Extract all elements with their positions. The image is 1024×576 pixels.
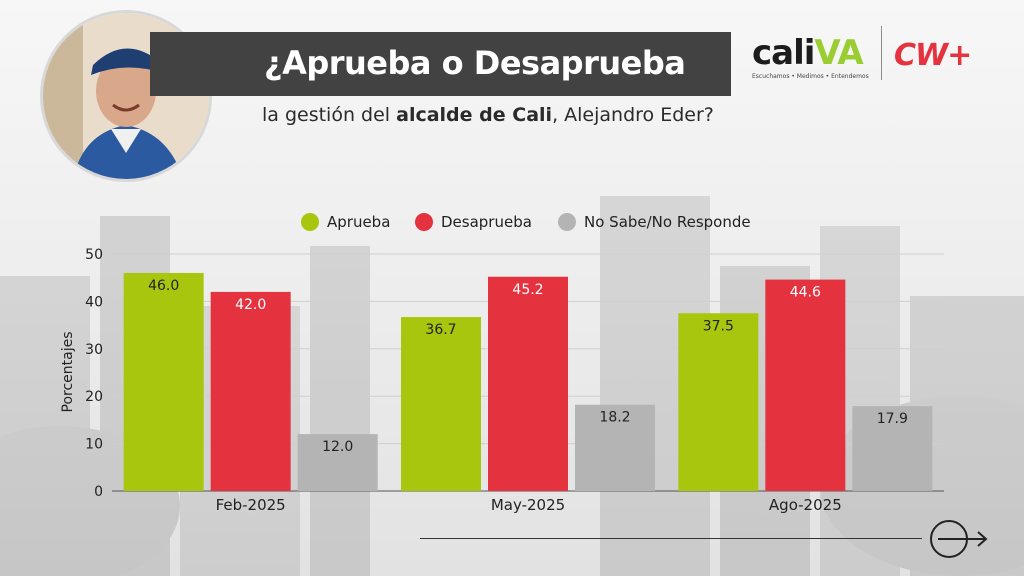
y-tick-label: 20 <box>85 389 103 405</box>
data-label: 37.5 <box>703 318 734 334</box>
bar <box>123 272 204 491</box>
arrow-line <box>420 538 922 539</box>
bar <box>765 279 846 491</box>
data-label: 12.0 <box>322 439 353 455</box>
subtitle-bold: alcalde de Cali <box>396 104 553 126</box>
data-label: 46.0 <box>148 278 179 294</box>
cw-plus-logo: CW+ <box>894 38 972 73</box>
x-tick-label: Feb-2025 <box>216 496 286 514</box>
data-label: 36.7 <box>425 322 456 338</box>
caliva-logo-pre: cali <box>752 33 815 73</box>
title-bar <box>150 32 731 96</box>
caliva-logo-tagline: Escuchamos • Medimos • Entendemos <box>752 73 869 80</box>
y-axis-label: Porcentajes <box>60 331 76 412</box>
bar <box>297 434 378 491</box>
bar <box>210 291 291 491</box>
bar <box>488 276 568 491</box>
page-title: ¿Aprueba o Desaprueba <box>264 44 686 82</box>
logo-divider <box>881 26 882 80</box>
data-label: 17.9 <box>877 411 908 427</box>
subtitle-pre: la gestión del <box>262 104 397 126</box>
caliva-logo-accent: VA <box>814 33 863 73</box>
x-tick-label: Ago-2025 <box>769 496 842 514</box>
bar <box>852 406 933 491</box>
caliva-logo: caliVA Escuchamos • Medimos • Entendemos <box>752 36 872 86</box>
legend-marker <box>415 213 433 231</box>
data-label: 44.6 <box>790 285 821 301</box>
caliva-logo-word: caliVA <box>752 36 872 70</box>
legend-label: Desaprueba <box>441 213 532 231</box>
y-tick-label: 0 <box>94 484 103 500</box>
legend-label: Aprueba <box>327 213 390 231</box>
data-label: 18.2 <box>599 410 630 426</box>
y-tick-label: 40 <box>85 294 103 310</box>
bar <box>678 313 759 491</box>
y-tick-label: 30 <box>85 342 103 358</box>
legend-marker <box>558 213 576 231</box>
legend-label: No Sabe/No Responde <box>584 213 751 231</box>
y-tick-label: 10 <box>85 437 103 453</box>
data-label: 42.0 <box>235 297 266 313</box>
y-tick-label: 50 <box>85 247 103 263</box>
bar <box>401 317 481 491</box>
subtitle-post: , Alejandro Eder? <box>552 104 714 126</box>
x-tick-label: May-2025 <box>491 496 565 514</box>
legend-marker <box>301 213 319 231</box>
data-label: 45.2 <box>512 282 543 298</box>
page-subtitle: la gestión del alcalde de Cali, Alejandr… <box>262 104 714 126</box>
bar <box>575 404 655 491</box>
arrow-right-circle-icon[interactable] <box>928 518 990 560</box>
